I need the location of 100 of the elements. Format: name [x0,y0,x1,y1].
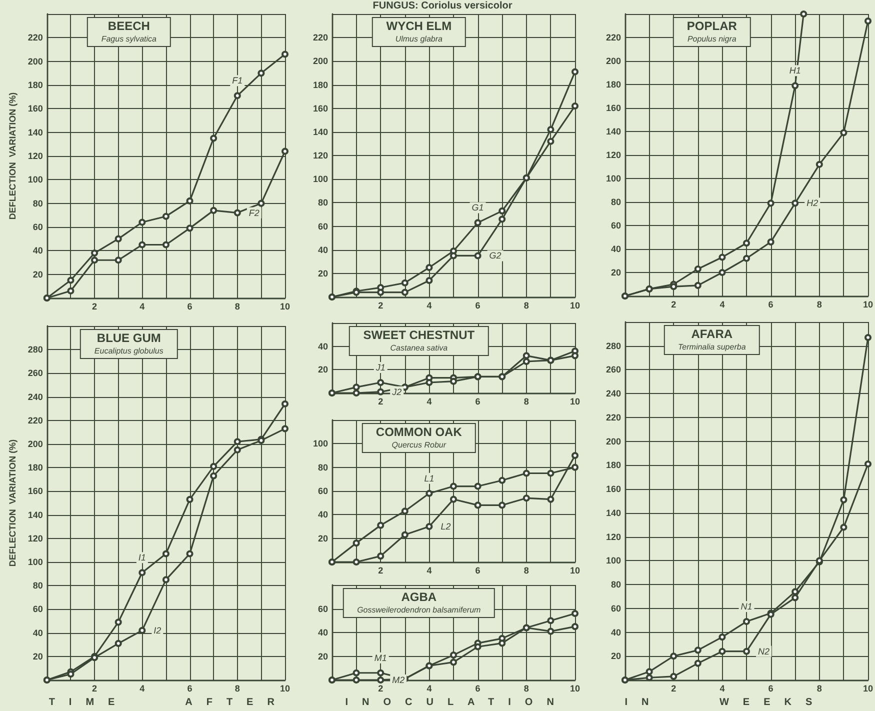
x-tick-label: 8 [234,302,240,312]
series-label: J2 [391,386,402,397]
y-tick-label: 220 [312,32,328,43]
series-label: I1 [138,552,146,563]
x-tick-label: 2 [378,396,384,406]
x-tick-label: 4 [720,300,725,310]
y-tick-label: 160 [606,103,621,113]
y-tick-label: 80 [32,580,43,591]
y-tick-label: 80 [318,462,328,472]
text: Fagus sylvatica [101,34,158,44]
y-tick-label: 40 [318,244,328,255]
y-tick-label: 140 [606,508,621,518]
y-tick-label: 160 [312,103,328,114]
y-tick-label: 220 [28,415,43,426]
chart-title: POPLAR [686,19,738,33]
text: Gossweilerodendron balsamiferum [357,606,482,614]
series-label: F1 [232,76,243,86]
y-tick-label: 200 [28,439,43,449]
y-tick-label: 260 [28,368,43,378]
text: Ulmus glabra [395,34,444,44]
y-tick-label: 40 [610,244,621,254]
y-tick-label: 100 [28,174,43,185]
y-tick-label: 120 [606,532,621,542]
x-tick-label: 4 [426,300,432,310]
y-tick-label: 40 [318,341,328,352]
x-tick-label: 4 [140,684,145,694]
x-tick-label: 4 [426,684,432,694]
series-label: L2 [440,522,451,532]
series-label: H2 [806,198,818,208]
x-tick-label: 6 [768,684,774,694]
x-tick-label: 10 [862,300,874,310]
y-tick-label: 60 [318,486,328,496]
y-tick-label: 120 [28,533,43,544]
x-tick-label: 2 [378,300,384,310]
y-tick-label: 20 [318,533,328,544]
y-tick-label: 160 [28,486,43,496]
x-tick-label: 6 [475,566,480,576]
x-tick-label: 6 [475,684,480,694]
x-tick-label: 2 [671,684,676,694]
text: Castanea sativa [390,344,448,352]
y-tick-label: 80 [610,580,621,590]
x-tick-label: 4 [140,302,145,312]
x-tick-label: 6 [475,396,480,406]
chart-title: BLUE GUM [96,331,161,345]
y-tick-label: 140 [606,126,621,136]
x-tick-label: 6 [768,300,774,310]
y-axis-title: DEFLECTION VARIATION (%) [8,439,18,567]
y-tick-label: 40 [32,628,43,638]
x-tick-label: 2 [92,302,98,312]
x-tick-label: 8 [524,396,529,406]
text: Eucaliptus globulus [94,346,164,356]
chart-title: AFARA [691,327,733,341]
x-tick-label: 4 [720,684,725,694]
x-tick-label: 10 [570,566,580,576]
y-tick-label: 220 [28,32,43,43]
x-tick-label: 8 [524,300,529,310]
y-tick-label: 20 [610,651,621,662]
y-tick-label: 200 [312,56,328,66]
series-label: N2 [758,646,770,656]
y-tick-label: 60 [32,222,43,232]
y-tick-label: 20 [318,651,328,662]
series-label: N1 [740,602,752,612]
x-tick-label: 10 [280,684,290,694]
y-tick-label: 240 [28,392,43,402]
y-tick-label: 60 [318,604,328,614]
y-tick-label: 180 [606,80,621,90]
x-tick-label: 8 [234,684,240,694]
text: Populus nigra [687,34,737,44]
y-tick-label: 100 [606,174,621,184]
x-tick-label: 2 [378,566,384,576]
y-tick-label: 220 [606,32,621,42]
x-tick-label: 10 [570,300,580,310]
chart-title: WYCH ELM [386,19,452,33]
x-tick-label: 2 [92,684,98,694]
y-tick-label: 120 [28,151,43,161]
y-tick-label: 20 [32,651,43,662]
x-axis-title: TIME AFTER INOCULATION IN WEEKS [48,697,828,708]
y-tick-label: 200 [28,56,43,66]
x-tick-label: 10 [570,396,580,406]
y-tick-label: 120 [312,150,328,160]
y-tick-label: 140 [312,126,328,137]
y-tick-label: 80 [32,198,43,208]
x-tick-label: 2 [378,684,384,694]
y-tick-label: 160 [28,104,43,114]
y-tick-label: 160 [606,484,621,494]
y-tick-label: 140 [28,127,43,138]
series-label: J1 [374,362,386,372]
chart-title: BEECH [108,19,150,33]
text: Quercus Robur [392,440,446,450]
y-tick-label: 60 [610,220,621,230]
y-tick-label: 240 [606,388,621,399]
x-tick-label: 2 [671,300,676,310]
text: Terminalia superba [678,342,746,352]
x-tick-label: 4 [426,566,432,576]
y-tick-label: 140 [28,510,43,520]
x-tick-label: 8 [524,684,529,694]
chart-title: SWEET CHESTNUT [363,328,476,342]
y-tick-label: 180 [28,80,43,90]
y-tick-label: 40 [318,628,328,638]
y-tick-label: 80 [318,198,328,208]
